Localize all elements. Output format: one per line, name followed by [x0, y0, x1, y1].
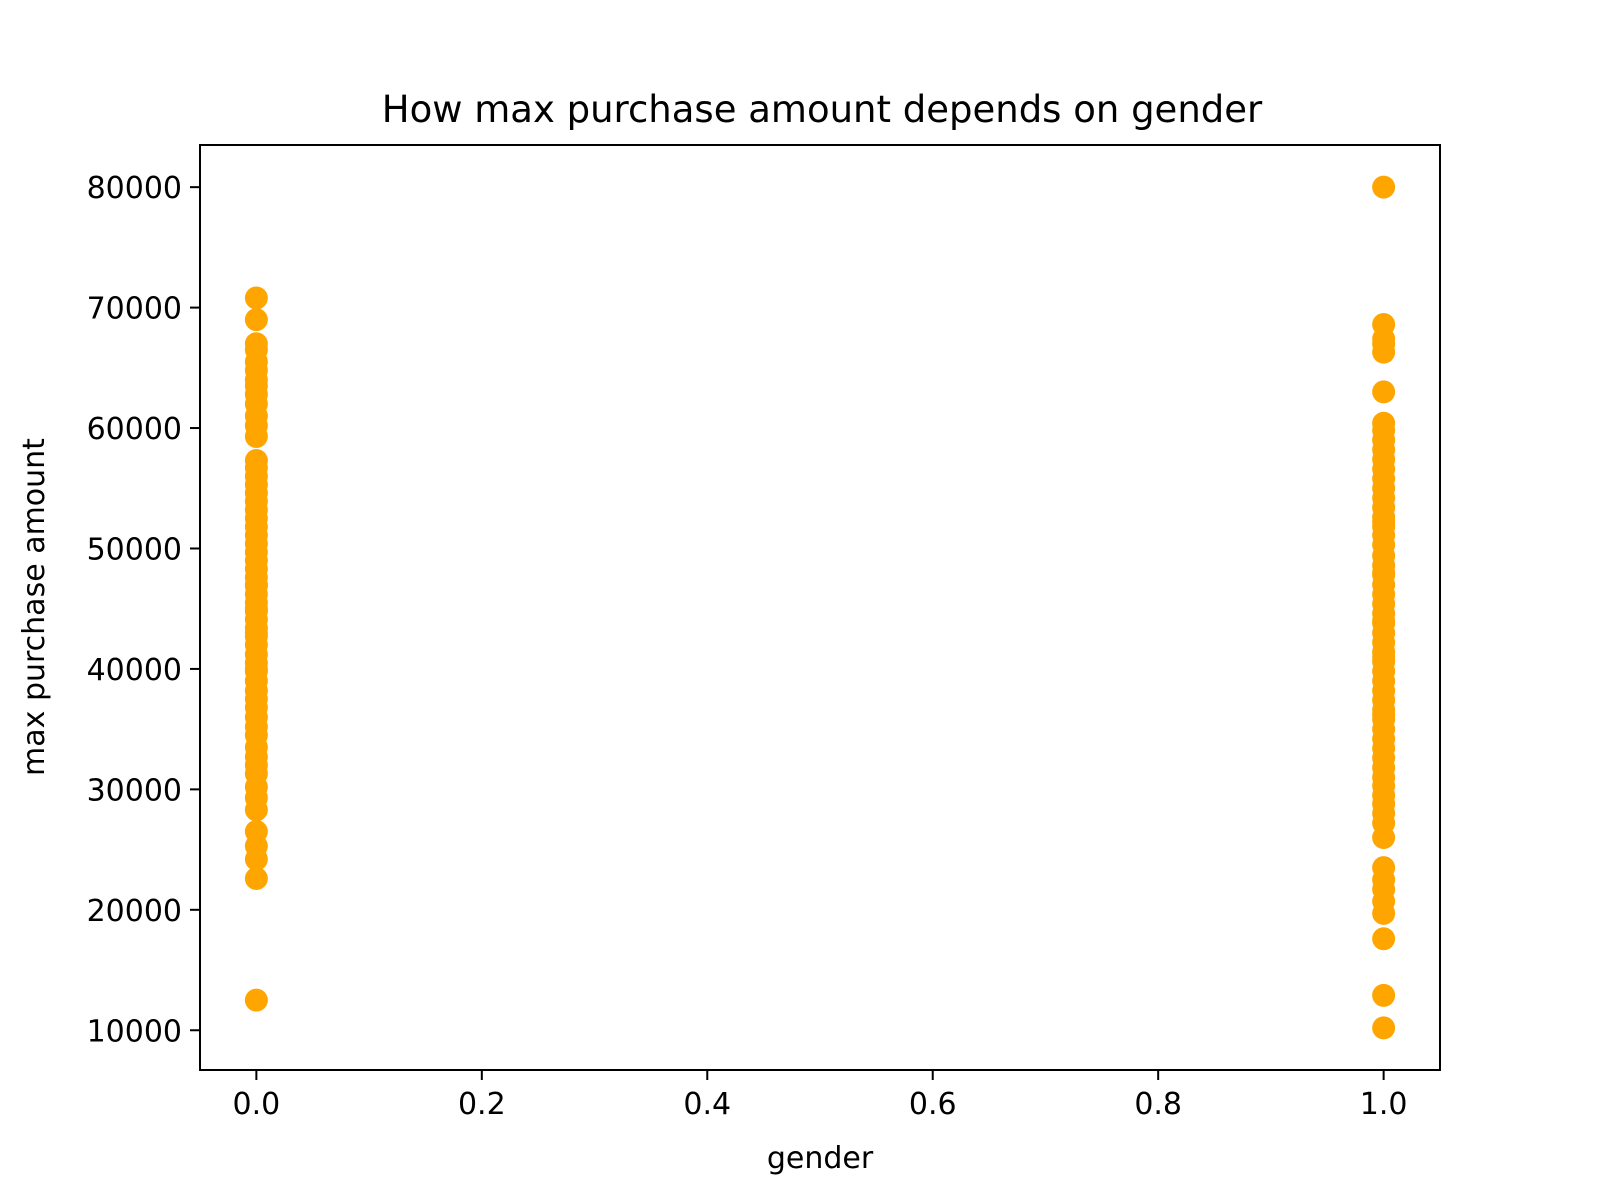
scatter-point	[1372, 856, 1396, 880]
y-tick-label: 10000	[87, 1014, 182, 1049]
scatter-point	[244, 308, 268, 332]
x-tick-label: 0.2	[458, 1087, 506, 1122]
x-tick-label: 0.4	[683, 1087, 731, 1122]
scatter-point	[1372, 645, 1396, 669]
scatter-point	[244, 332, 268, 356]
scatter-point	[1372, 1016, 1396, 1040]
scatter-point	[244, 621, 268, 645]
x-tick-label: 0.6	[909, 1087, 957, 1122]
y-tick-label: 20000	[87, 894, 182, 929]
scatter-point	[244, 597, 268, 621]
y-tick-label: 80000	[87, 171, 182, 206]
scatter-point	[1372, 561, 1396, 585]
y-tick-label: 60000	[87, 412, 182, 447]
data-points	[244, 175, 1396, 1040]
plot-area-frame	[199, 144, 1441, 1071]
scatter-point	[1372, 703, 1396, 727]
x-tick-label: 0.8	[1134, 1087, 1182, 1122]
scatter-point	[1372, 983, 1396, 1007]
y-tick-label: 40000	[87, 653, 182, 688]
x-tick-label: 1.0	[1360, 1087, 1408, 1122]
scatter-point	[244, 449, 268, 473]
scatter-point	[1372, 927, 1396, 951]
scatter-point	[1372, 175, 1396, 199]
scatter-point	[1372, 609, 1396, 633]
y-axis: 10000 20000 30000 40000 50000 60000 70000 80000	[87, 171, 200, 1049]
x-tick-label: 0.0	[233, 1087, 281, 1122]
y-tick-label: 30000	[87, 773, 182, 808]
scatter-point	[1372, 411, 1396, 435]
scatter-point	[244, 866, 268, 890]
scatter-point	[244, 657, 268, 681]
scatter-point	[244, 820, 268, 844]
scatter-point	[244, 988, 268, 1012]
scatter-point	[244, 286, 268, 310]
y-tick-label: 50000	[87, 532, 182, 567]
scatter-point	[1372, 510, 1396, 534]
y-tick-label: 70000	[87, 292, 182, 327]
scatter-point	[1372, 312, 1396, 336]
scatter-point	[244, 573, 268, 597]
x-axis: 0.0 0.2 0.4 0.6 0.8 1.0	[233, 1070, 1408, 1122]
y-axis-label: max purchase amount	[17, 438, 52, 776]
scatter-point	[1372, 380, 1396, 404]
x-axis-label: gender	[767, 1141, 874, 1176]
chart-title: How max purchase amount depends on gende…	[382, 88, 1263, 131]
